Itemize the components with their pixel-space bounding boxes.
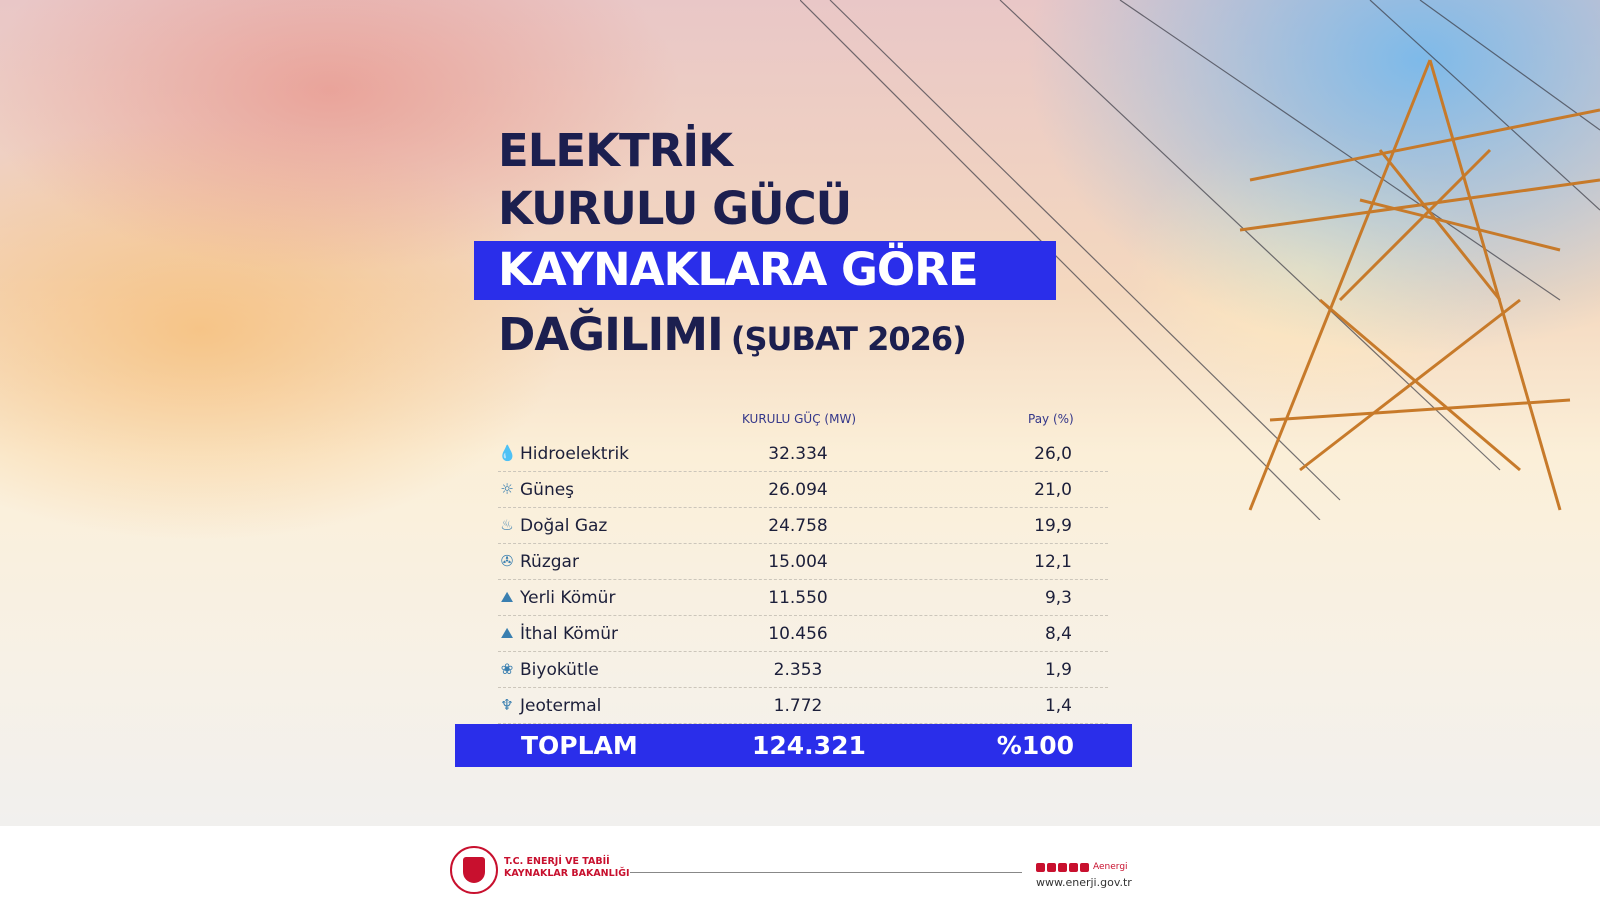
coal-icon: ⛰ xyxy=(500,588,514,606)
capacity-value: 11.550 xyxy=(768,588,828,608)
table-row: ✇ Rüzgar 15.004 12,1 xyxy=(498,544,1108,580)
source-name: Güneş xyxy=(520,480,575,500)
source-name: Rüzgar xyxy=(520,552,579,572)
table-row: ⛰ İthal Kömür 10.456 8,4 xyxy=(498,616,1108,652)
sky-background xyxy=(0,0,1600,826)
linkedin-icon[interactable] xyxy=(1080,862,1089,872)
table-row: ♆ Jeotermal 1.772 1,4 xyxy=(498,688,1108,724)
total-label: TOPLAM xyxy=(521,731,638,760)
youtube-icon[interactable] xyxy=(1069,862,1078,872)
title-line-2: KURULU GÜCÜ xyxy=(498,182,852,235)
power-tower-illustration xyxy=(800,0,1600,520)
table-row: 💧 Hidroelektrik 32.334 26,0 xyxy=(498,436,1108,472)
social-icons: Aenergi xyxy=(1036,862,1128,872)
footer: T.C. ENERJİ VE TABİİ KAYNAKLAR BAKANLIĞI … xyxy=(0,826,1600,900)
title-line-1: ELEKTRİK xyxy=(498,124,733,177)
geothermal-icon: ♆ xyxy=(500,696,514,714)
facebook-icon[interactable] xyxy=(1047,862,1056,872)
source-name: Jeotermal xyxy=(520,696,602,716)
total-share: %100 xyxy=(996,731,1074,760)
biomass-icon: ❀ xyxy=(500,660,514,678)
footer-divider xyxy=(630,872,1022,873)
share-value: 1,4 xyxy=(1044,696,1072,716)
header-share: Pay (%) xyxy=(1028,412,1074,426)
share-value: 8,4 xyxy=(1044,624,1072,644)
wind-turbine-icon: ✇ xyxy=(500,552,514,570)
website-link[interactable]: www.enerji.gov.tr xyxy=(1036,876,1132,889)
sun-icon: ☼ xyxy=(500,480,514,498)
source-name: Hidroelektrik xyxy=(520,444,630,464)
share-value: 12,1 xyxy=(1034,552,1072,572)
source-name: Biyokütle xyxy=(520,660,599,680)
x-icon[interactable] xyxy=(1058,862,1067,872)
table-row: ⛰ Yerli Kömür 11.550 9,3 xyxy=(498,580,1108,616)
total-row: TOPLAM 124.321 %100 xyxy=(455,724,1132,767)
instagram-icon[interactable] xyxy=(1036,862,1045,872)
ministry-line-1: T.C. ENERJİ VE TABİİ xyxy=(504,856,610,867)
capacity-value: 32.334 xyxy=(768,444,828,464)
ministry-line-2: KAYNAKLAR BAKANLIĞI xyxy=(504,868,630,879)
source-name: İthal Kömür xyxy=(520,624,619,644)
source-name: Doğal Gaz xyxy=(520,516,608,536)
ministry-logo xyxy=(450,846,498,894)
title-line-3-highlight: KAYNAKLARA GÖRE xyxy=(474,241,1056,300)
capacity-value: 15.004 xyxy=(768,552,828,572)
share-value: 21,0 xyxy=(1034,480,1072,500)
capacity-value: 26.094 xyxy=(768,480,828,500)
capacity-value: 24.758 xyxy=(768,516,828,536)
social-handle: Aenergi xyxy=(1093,862,1128,872)
capacity-value: 2.353 xyxy=(773,660,823,680)
share-value: 26,0 xyxy=(1034,444,1072,464)
table-row: ❀ Biyokütle 2.353 1,9 xyxy=(498,652,1108,688)
share-value: 1,9 xyxy=(1044,660,1072,680)
table-row: ☼ Güneş 26.094 21,0 xyxy=(498,472,1108,508)
capacity-value: 1.772 xyxy=(773,696,823,716)
header-capacity: KURULU GÜÇ (MW) xyxy=(742,412,856,426)
water-drop-icon: 💧 xyxy=(498,444,517,462)
share-value: 9,3 xyxy=(1044,588,1072,608)
title-line-4-text: DAĞILIMI xyxy=(498,308,724,361)
share-value: 19,9 xyxy=(1034,516,1072,536)
source-name: Yerli Kömür xyxy=(520,588,616,608)
capacity-value: 10.456 xyxy=(768,624,828,644)
gas-flame-icon: ♨ xyxy=(500,516,514,534)
ministry-name: T.C. ENERJİ VE TABİİ KAYNAKLAR BAKANLIĞI xyxy=(504,856,630,880)
total-capacity: 124.321 xyxy=(752,731,866,760)
title-period: (ŞUBAT 2026) xyxy=(730,320,967,358)
coal-import-icon: ⛰ xyxy=(500,624,514,642)
table-row: ♨ Doğal Gaz 24.758 19,9 xyxy=(498,508,1108,544)
title-line-4: DAĞILIMI (ŞUBAT 2026) xyxy=(498,308,967,361)
